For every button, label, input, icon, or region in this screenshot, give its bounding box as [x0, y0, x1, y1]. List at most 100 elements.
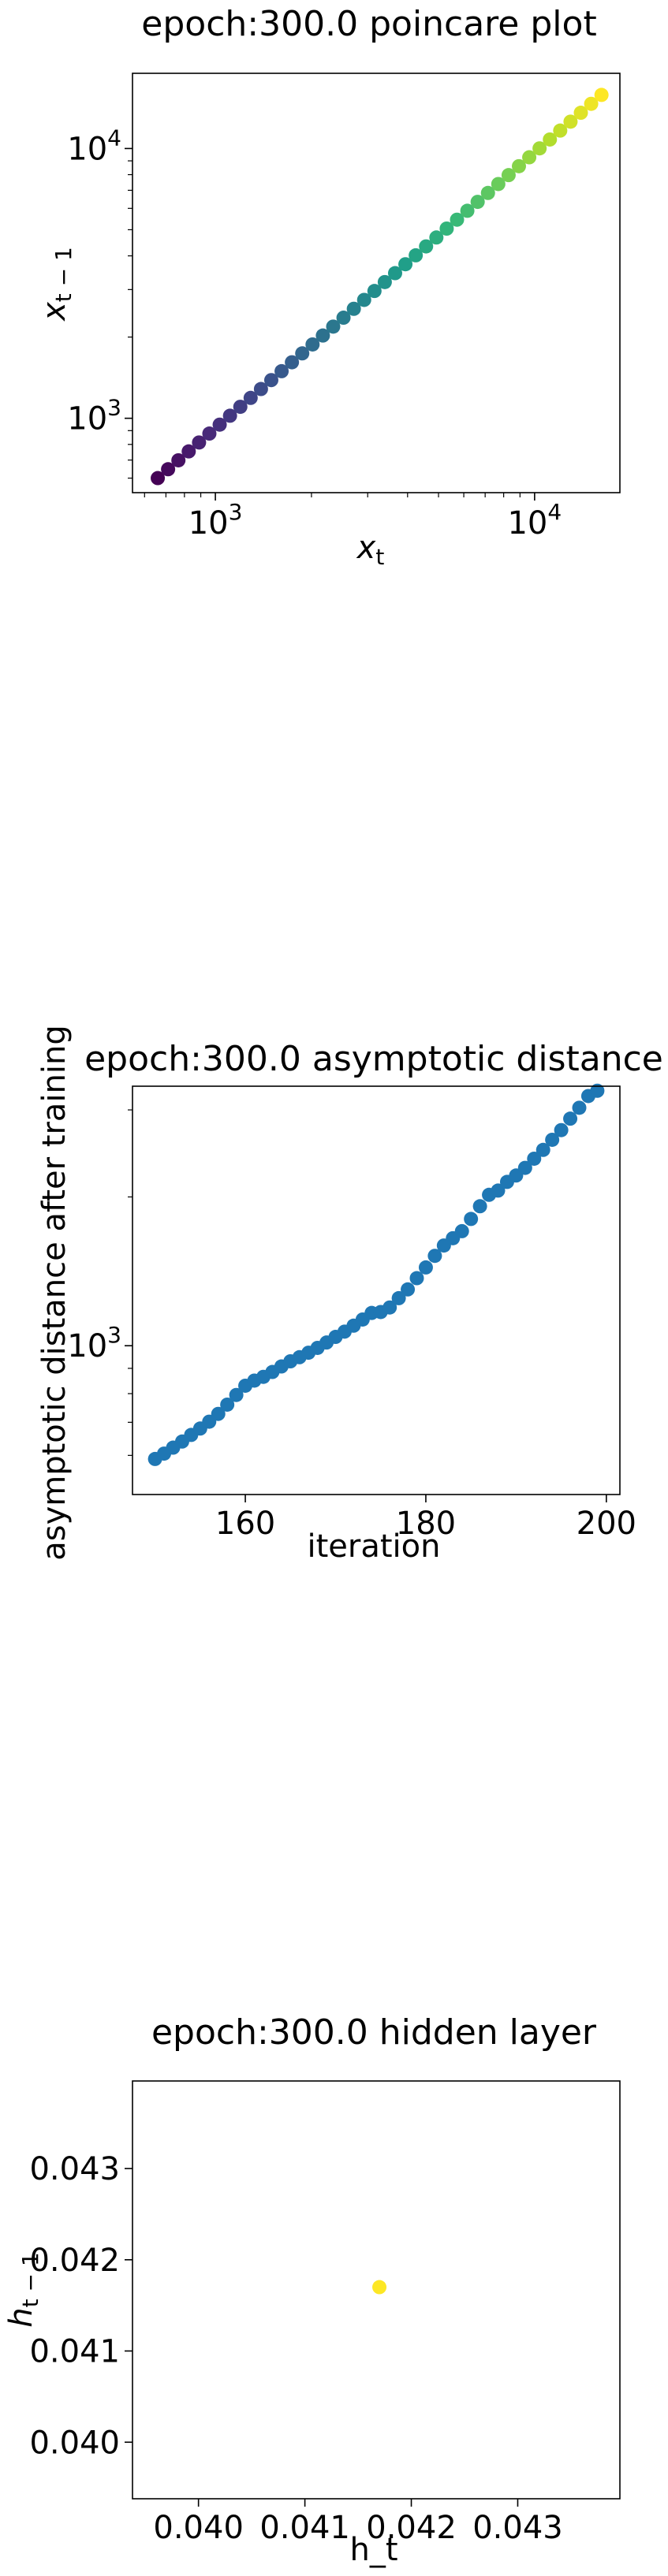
poincare-x-tick-label: 104	[507, 499, 562, 542]
asymptotic-y-tick-label: 103	[67, 1322, 121, 1364]
asymptotic-title: epoch:300.0 asymptotic distance	[84, 1039, 663, 1079]
hidden-layer-points	[372, 2280, 387, 2295]
hidden-layer-x-tick-label: 0.041	[259, 2510, 350, 2546]
hidden-layer-y-label: ht − 1	[3, 2252, 43, 2327]
poincare-point	[346, 301, 361, 316]
poincare-x-ticks: 103 104	[144, 493, 562, 542]
poincare-point	[563, 114, 578, 129]
asymptotic-chart: epoch:300.0 asymptotic distance 160 180 20…	[36, 1025, 663, 1565]
poincare-point	[326, 319, 341, 334]
poincare-point	[439, 221, 454, 236]
poincare-point	[543, 132, 558, 147]
asymptotic-point	[427, 1249, 442, 1264]
poincare-y-tick-label: 104	[67, 125, 121, 167]
asymptotic-points	[147, 1083, 605, 1466]
poincare-point	[377, 274, 392, 289]
poincare-point	[315, 328, 330, 343]
poincare-point	[202, 426, 217, 441]
asymptotic-x-tick-label: 180	[396, 1506, 456, 1542]
hidden-layer-x-tick-label: 0.042	[366, 2510, 457, 2546]
poincare-point	[409, 248, 424, 262]
poincare-point	[367, 284, 382, 299]
hidden-layer-y-tick-label: 0.043	[29, 2151, 120, 2187]
asymptotic-point	[590, 1083, 605, 1098]
poincare-point	[429, 230, 444, 245]
hidden-layer-y-ticks: 0.040 0.041 0.042 0.043	[29, 2151, 132, 2461]
poincare-point	[387, 266, 402, 281]
asymptotic-point	[211, 1406, 226, 1421]
poincare-point	[274, 363, 289, 378]
poincare-point	[480, 185, 495, 200]
asymptotic-point	[491, 1183, 506, 1198]
poincare-y-label: xt − 1	[36, 247, 77, 322]
hidden-layer-plot-frame	[132, 2080, 621, 2500]
asymptotic-point	[229, 1387, 244, 1402]
poincare-point	[295, 346, 310, 361]
poincare-point	[419, 239, 434, 254]
asymptotic-point	[220, 1397, 235, 1412]
asymptotic-point	[572, 1100, 587, 1115]
poincare-points	[151, 87, 609, 486]
hidden-layer-title: epoch:300.0 hidden layer	[151, 2012, 597, 2053]
poincare-point	[532, 141, 547, 156]
poincare-y-tick-label: 103	[67, 395, 121, 437]
asymptotic-point	[391, 1290, 406, 1305]
poincare-x-tick-label: 103	[188, 499, 243, 542]
poincare-point	[305, 337, 320, 352]
asymptotic-point	[383, 1300, 397, 1315]
hidden-layer-y-tick-label: 0.040	[29, 2425, 120, 2461]
poincare-point	[398, 257, 413, 272]
poincare-point	[491, 177, 506, 192]
poincare-point	[192, 435, 207, 450]
poincare-point	[594, 87, 609, 102]
asymptotic-x-tick-label: 160	[215, 1506, 275, 1542]
poincare-point	[470, 195, 485, 210]
hidden-layer-y-tick-label: 0.042	[29, 2243, 120, 2279]
poincare-x-label: xt	[356, 530, 385, 570]
asymptotic-point	[472, 1199, 487, 1214]
asymptotic-point	[409, 1271, 424, 1286]
poincare-point	[212, 417, 227, 432]
hidden-layer-point	[372, 2280, 387, 2295]
poincare-point	[336, 311, 351, 326]
hidden-layer-x-tick-label: 0.040	[153, 2510, 244, 2546]
asymptotic-point	[454, 1223, 469, 1238]
asymptotic-point	[536, 1142, 550, 1157]
poincare-chart: epoch:300.0 poincare plot 103 104 103104 …	[36, 4, 621, 570]
hidden-layer-chart: epoch:300.0 hidden layer 0.040 0.041 0.042…	[3, 2012, 621, 2568]
poincare-point	[522, 150, 537, 165]
poincare-point	[171, 452, 186, 467]
asymptotic-x-tick-label: 200	[577, 1506, 636, 1542]
poincare-point	[222, 408, 237, 423]
asymptotic-plot-frame	[132, 1085, 621, 1495]
poincare-plot-frame	[132, 73, 621, 493]
hidden-layer-y-tick-label: 0.041	[29, 2334, 120, 2370]
poincare-point	[573, 106, 588, 121]
poincare-title: epoch:300.0 poincare plot	[141, 4, 596, 44]
asymptotic-point	[464, 1212, 479, 1227]
asymptotic-point	[401, 1282, 416, 1297]
asymptotic-point	[418, 1260, 433, 1275]
asymptotic-x-ticks: 160 180 200	[215, 1495, 636, 1542]
asymptotic-y-ticks: 103	[67, 1109, 132, 1456]
poincare-point	[553, 123, 568, 138]
hidden-layer-x-ticks: 0.040 0.041 0.042 0.043	[153, 2499, 563, 2546]
hidden-layer-x-tick-label: 0.043	[472, 2510, 563, 2546]
asymptotic-point	[554, 1122, 569, 1137]
asymptotic-point	[527, 1151, 542, 1166]
poincare-point	[285, 355, 300, 370]
poincare-point	[243, 390, 258, 405]
poincare-point	[450, 212, 465, 227]
asymptotic-point	[545, 1132, 560, 1147]
hidden-layer-x-label: h_t	[349, 2532, 397, 2568]
poincare-point	[151, 471, 166, 486]
poincare-point	[584, 96, 599, 111]
poincare-point	[460, 203, 475, 218]
asymptotic-x-label: iteration	[308, 1528, 441, 1565]
poincare-point	[233, 400, 248, 415]
poincare-point	[511, 158, 526, 173]
poincare-point	[181, 444, 196, 459]
poincare-point	[263, 373, 278, 388]
poincare-point	[161, 462, 176, 477]
